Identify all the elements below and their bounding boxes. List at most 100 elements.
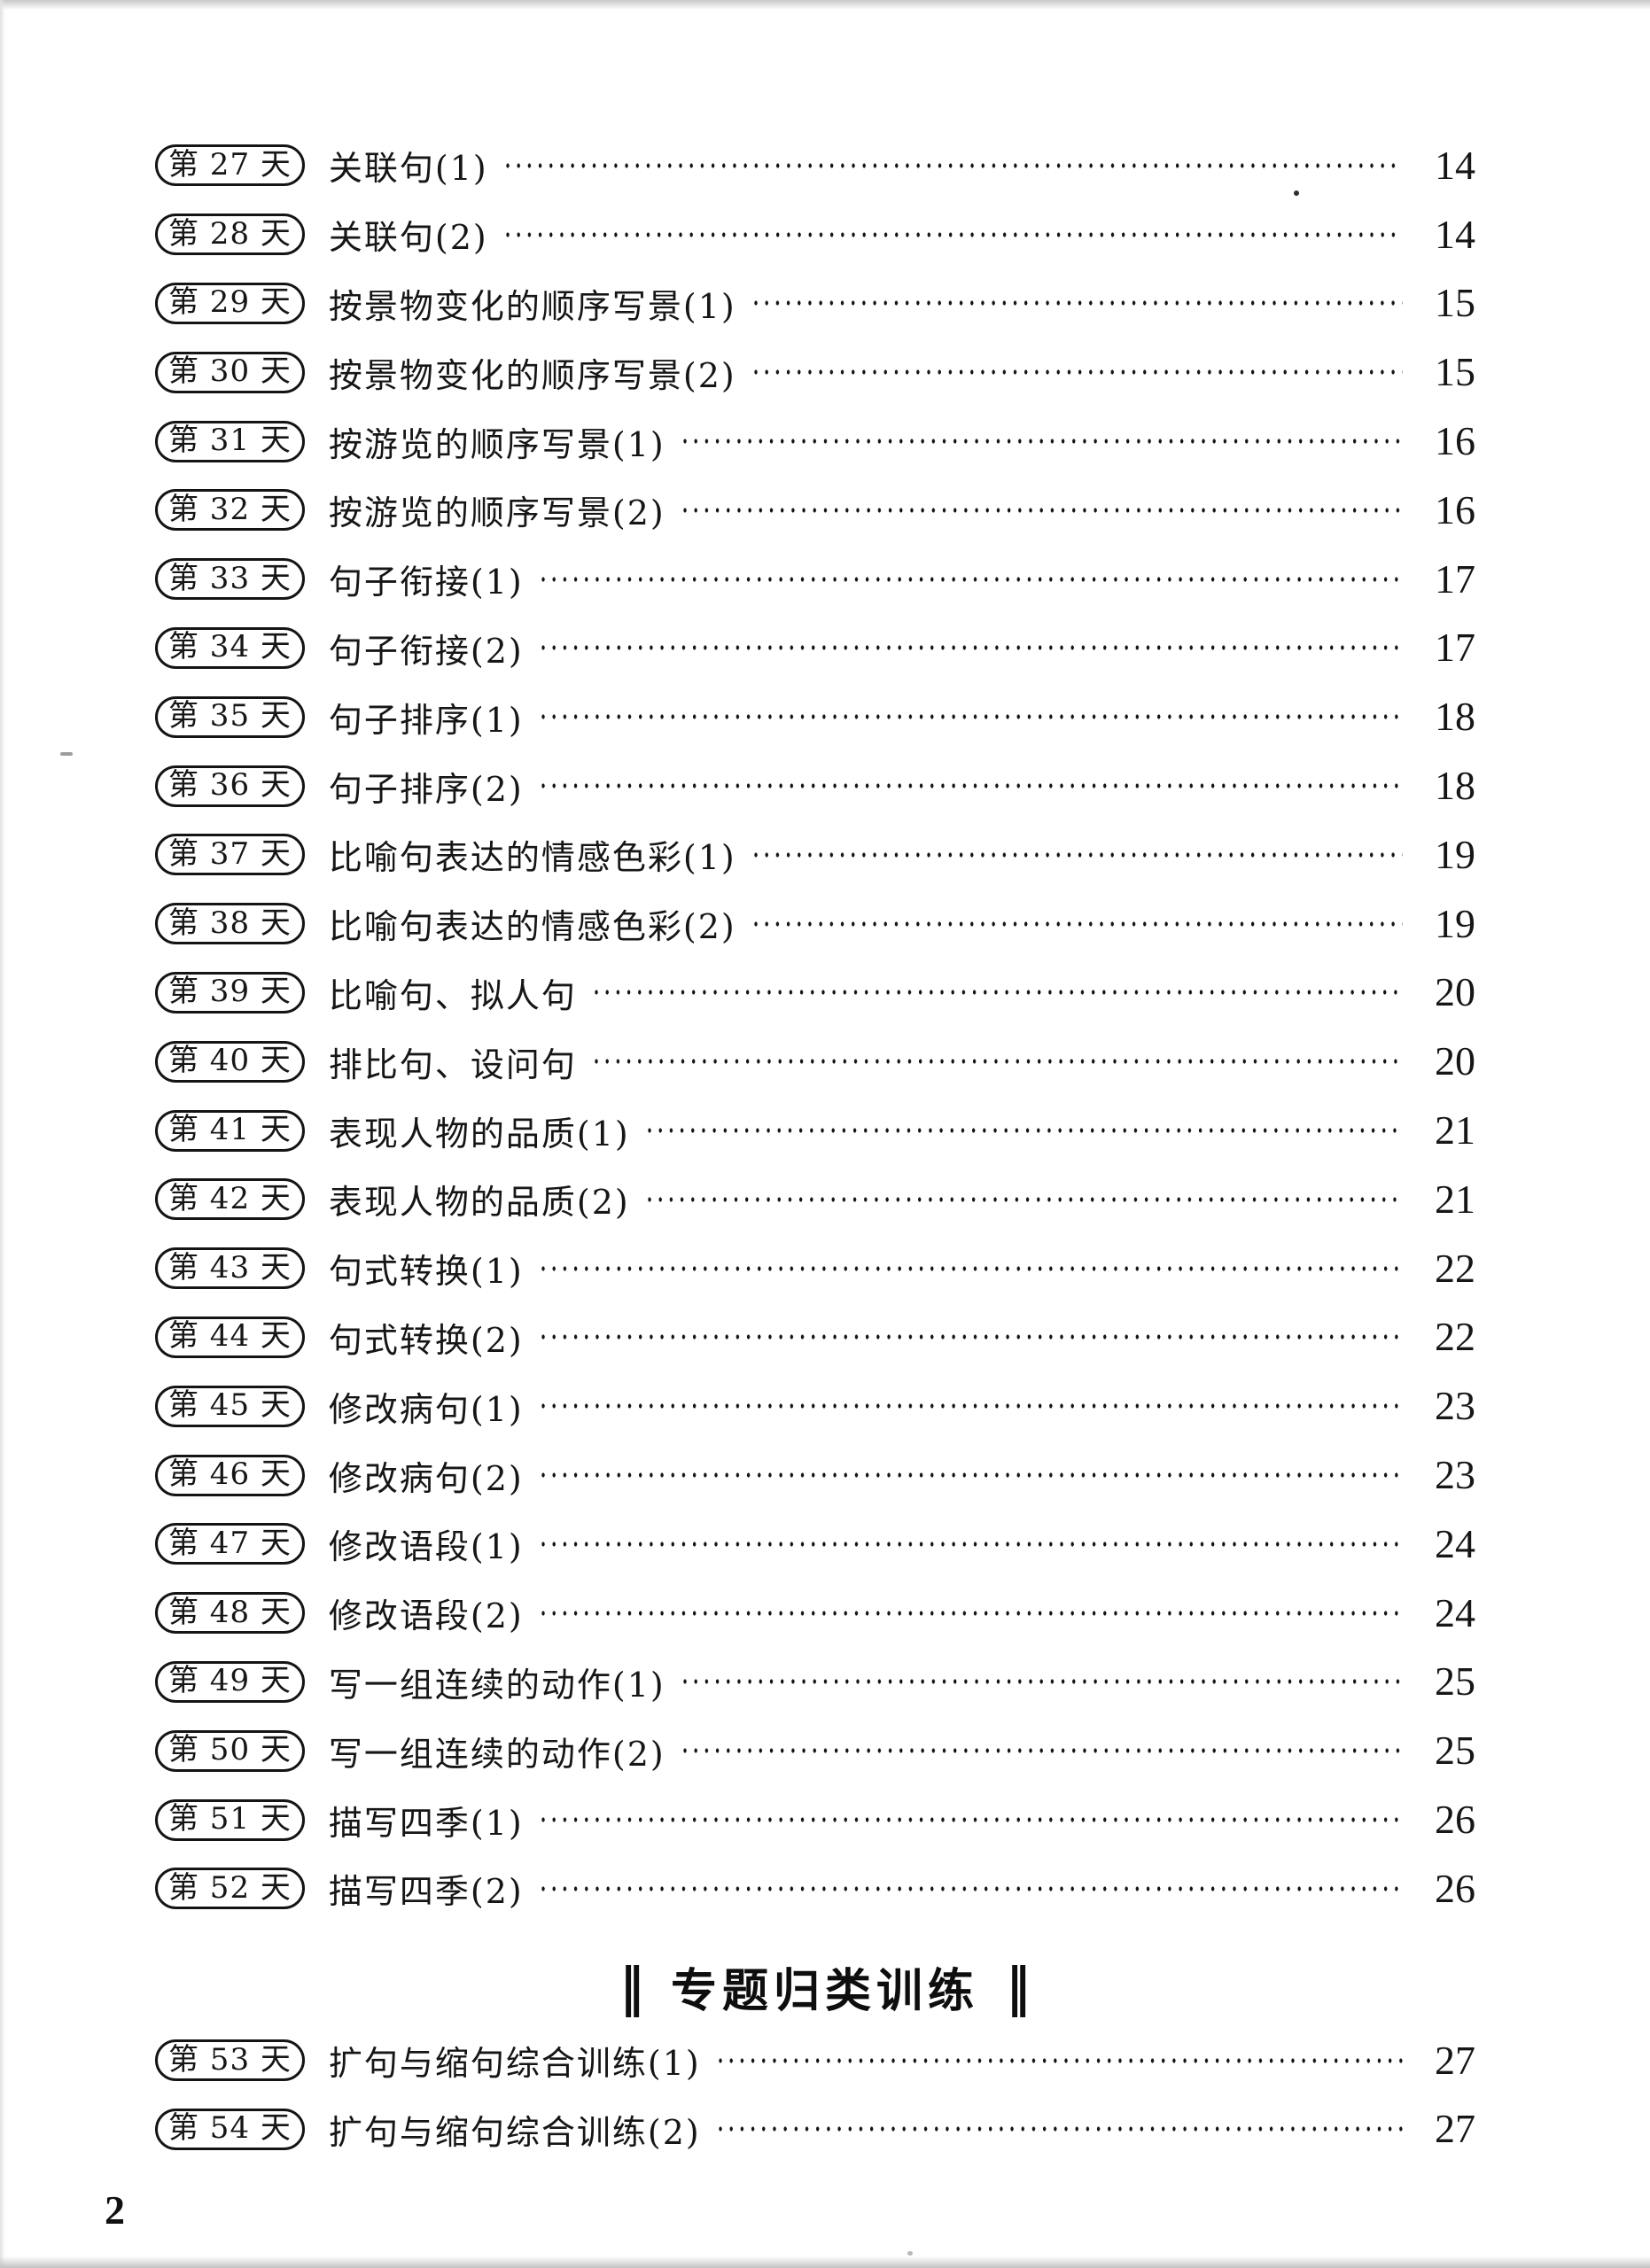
day-badge: 第 48 天 (155, 1592, 305, 1635)
section-header-left-bars: ‖ (619, 1956, 644, 2018)
entry-page-number: 15 (1435, 280, 1475, 326)
day-badge-label: 第 28 天 (168, 215, 292, 252)
day-badge-label: 第 43 天 (168, 1249, 292, 1285)
toc-entry: 第 43 天 句式转换(1) 22 (155, 1234, 1475, 1303)
entry-page-number: 19 (1435, 900, 1475, 946)
dot-leader (502, 217, 1403, 252)
scan-speck (907, 2251, 913, 2256)
section-header: ‖ 专题归类训练 ‖ (0, 1948, 1650, 2026)
day-badge: 第 41 天 (155, 1109, 305, 1152)
entry-title: 按游览的顺序写景(2) (328, 493, 665, 533)
dot-leader (537, 1458, 1403, 1493)
day-badge: 第 37 天 (155, 834, 305, 876)
entry-page-number: 25 (1435, 1658, 1475, 1705)
entry-title: 写一组连续的动作(2) (328, 1734, 665, 1774)
toc-entry: 第 40 天 排比句、设问句 20 (155, 1027, 1475, 1096)
day-badge-label: 第 49 天 (168, 1663, 292, 1699)
dot-leader (643, 1182, 1403, 1216)
toc-entry: 第 54 天 扩句与缩句综合训练(2) 27 (155, 2095, 1475, 2164)
entry-title: 排比句、设问句 (328, 1045, 577, 1084)
entry-title: 表现人物的品质(2) (328, 1183, 630, 1223)
toc-entry: 第 32 天 按游览的顺序写景(2) 16 (155, 476, 1475, 545)
entry-page-number: 22 (1435, 1314, 1475, 1360)
entry-title: 修改病句(2) (328, 1458, 524, 1498)
dot-leader (502, 148, 1403, 183)
dot-leader (679, 424, 1403, 459)
entry-title: 扩句与缩句综合训练(1) (328, 2044, 701, 2084)
day-badge: 第 44 天 (155, 1316, 305, 1358)
entry-title: 句式转换(2) (328, 1320, 524, 1360)
dot-leader (679, 1734, 1403, 1768)
scan-speck (60, 752, 73, 756)
toc-entry: 第 53 天 扩句与缩句综合训练(1) 27 (155, 2026, 1475, 2095)
entry-title: 句子衔接(2) (328, 631, 524, 671)
entry-title: 描写四季(1) (328, 1803, 524, 1843)
day-badge-label: 第 42 天 (168, 1180, 292, 1216)
dot-leader (537, 1596, 1403, 1630)
entry-page-number: 22 (1435, 1245, 1475, 1291)
entry-page-number: 24 (1435, 1589, 1475, 1635)
toc-entry: 第 50 天 写一组连续的动作(2) 25 (155, 1716, 1475, 1785)
day-badge-label: 第 39 天 (168, 974, 292, 1010)
entry-title: 修改病句(1) (328, 1389, 524, 1429)
scan-edge-top (0, 0, 1650, 10)
day-badge-label: 第 41 天 (168, 1112, 292, 1148)
dot-leader (537, 700, 1403, 734)
entry-title: 句子排序(1) (328, 700, 524, 740)
entry-page-number: 14 (1435, 211, 1475, 257)
entry-title: 句子衔接(1) (328, 563, 524, 602)
day-badge: 第 29 天 (155, 282, 305, 324)
entry-title: 比喻句表达的情感色彩(1) (328, 838, 736, 878)
toc-entry: 第 31 天 按游览的顺序写景(1) 16 (155, 407, 1475, 476)
toc-entry: 第 48 天 修改语段(2) 24 (155, 1579, 1475, 1648)
day-badge: 第 32 天 (155, 489, 305, 532)
entry-page-number: 20 (1435, 969, 1475, 1015)
day-badge: 第 50 天 (155, 1729, 305, 1772)
day-badge: 第 46 天 (155, 1454, 305, 1496)
day-badge-label: 第 34 天 (168, 629, 292, 665)
entry-title: 关联句(2) (328, 218, 488, 258)
day-badge-label: 第 36 天 (168, 767, 292, 804)
entry-title: 句子排序(2) (328, 769, 524, 809)
entry-page-number: 14 (1435, 142, 1475, 188)
day-badge: 第 54 天 (155, 2108, 305, 2150)
day-badge-label: 第 44 天 (168, 1318, 292, 1355)
day-badge: 第 42 天 (155, 1178, 305, 1221)
day-badge-label: 第 46 天 (168, 1456, 292, 1493)
day-badge-label: 第 53 天 (168, 2041, 292, 2078)
entry-page-number: 21 (1435, 1176, 1475, 1222)
toc-entry: 第 37 天 比喻句表达的情感色彩(1) 19 (155, 820, 1475, 889)
toc-entry: 第 52 天 描写四季(2) 26 (155, 1854, 1475, 1923)
dot-leader (590, 1045, 1403, 1079)
day-badge: 第 45 天 (155, 1385, 305, 1427)
dot-leader (537, 562, 1403, 596)
day-badge: 第 27 天 (155, 144, 305, 187)
entry-page-number: 27 (1435, 2106, 1475, 2152)
day-badge: 第 53 天 (155, 2039, 305, 2082)
dot-leader (537, 631, 1403, 665)
day-badge: 第 36 天 (155, 765, 305, 807)
day-badge-label: 第 30 天 (168, 353, 292, 390)
entry-title: 关联句(1) (328, 149, 488, 189)
day-badge-label: 第 35 天 (168, 698, 292, 734)
toc-entry: 第 39 天 比喻句、拟人句 20 (155, 959, 1475, 1028)
day-badge: 第 43 天 (155, 1247, 305, 1290)
entry-title: 描写四季(2) (328, 1872, 524, 1912)
toc-entry: 第 49 天 写一组连续的动作(1) 25 (155, 1648, 1475, 1717)
day-badge: 第 28 天 (155, 214, 305, 256)
entry-title: 按景物变化的顺序写景(2) (328, 355, 736, 395)
entry-page-number: 25 (1435, 1728, 1475, 1774)
entry-title: 按景物变化的顺序写景(1) (328, 286, 736, 326)
toc-entry: 第 30 天 按景物变化的顺序写景(2) 15 (155, 338, 1475, 407)
entry-page-number: 26 (1435, 1865, 1475, 1911)
day-badge: 第 39 天 (155, 971, 305, 1014)
toc-entry: 第 34 天 句子衔接(2) 17 (155, 614, 1475, 683)
entry-title: 句式转换(1) (328, 1252, 524, 1292)
day-badge: 第 47 天 (155, 1523, 305, 1565)
section-header-right-bars: ‖ (1006, 1956, 1031, 2018)
dot-leader (537, 1803, 1403, 1837)
day-badge-label: 第 54 天 (168, 2110, 292, 2147)
entry-page-number: 16 (1435, 486, 1475, 532)
entry-title: 比喻句表达的情感色彩(2) (328, 907, 736, 947)
